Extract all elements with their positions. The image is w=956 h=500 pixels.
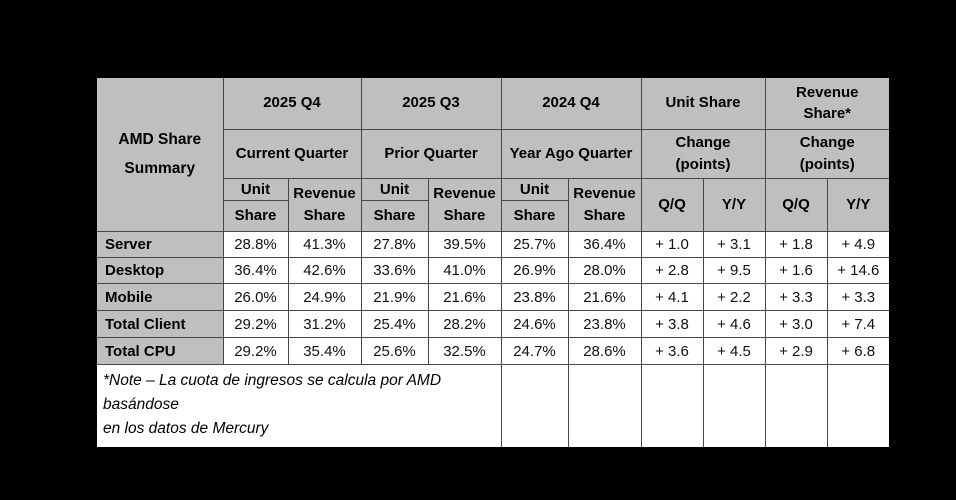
header-unit-current: Unit xyxy=(222,177,289,202)
value-cell: 23.8% xyxy=(500,283,569,312)
value-cell: + 2.8 xyxy=(640,257,704,285)
value-cell: 36.4% xyxy=(222,257,289,285)
value-cell: 31.2% xyxy=(287,310,362,339)
value-cell: 27.8% xyxy=(360,231,429,259)
value-cell: 25.7% xyxy=(500,231,569,259)
header-period-year-ago-quarter: 2024 Q4 xyxy=(500,76,642,130)
header-row-quarter-label: Current Quarter Prior Quarter Year Ago Q… xyxy=(96,128,891,179)
value-cell: + 9.5 xyxy=(702,257,766,285)
value-cell: 42.6% xyxy=(287,257,362,285)
value-cell: 29.2% xyxy=(222,337,289,366)
value-cell: + 14.6 xyxy=(826,257,891,285)
value-cell: 24.6% xyxy=(500,310,569,339)
value-cell: 23.8% xyxy=(567,310,642,339)
row-label-server: Server xyxy=(95,231,224,259)
header-period-current-quarter: 2025 Q4 xyxy=(222,76,362,130)
value-cell: + 4.9 xyxy=(826,231,891,259)
row-label-mobile: Mobile xyxy=(95,283,224,312)
header-revenue-change-qq: Q/Q xyxy=(764,177,828,233)
value-cell: + 1.6 xyxy=(764,257,828,285)
header-label-unit-change-points: Change (points) xyxy=(640,128,766,179)
header-share-current: Share xyxy=(222,200,289,233)
header-revenue-share-year-ago: Revenue Share xyxy=(567,177,642,233)
value-cell: 24.9% xyxy=(287,283,362,312)
empty-cell xyxy=(764,364,828,449)
table-header: AMD Share Summary 2025 Q4 2025 Q3 2024 Q… xyxy=(95,76,891,233)
value-cell: + 3.1 xyxy=(702,231,766,259)
header-unit-change-qq: Q/Q xyxy=(640,177,704,233)
value-cell: 26.9% xyxy=(500,257,569,285)
value-cell: 21.6% xyxy=(427,283,502,312)
header-period-prior-quarter: 2025 Q3 xyxy=(360,76,502,130)
value-cell: 28.6% xyxy=(567,337,642,366)
header-revenue-share-current: Revenue Share xyxy=(287,177,362,233)
value-cell: + 6.8 xyxy=(826,337,891,366)
empty-cell xyxy=(826,364,891,449)
table-row-total-cpu: Total CPU 29.2% 35.4% 25.6% 32.5% 24.7% … xyxy=(95,337,891,366)
value-cell: 35.4% xyxy=(287,337,362,366)
value-cell: + 3.0 xyxy=(764,310,828,339)
table-row-mobile: Mobile 26.0% 24.9% 21.9% 21.6% 23.8% 21.… xyxy=(95,283,891,312)
value-cell: 24.7% xyxy=(500,337,569,366)
value-cell: 36.4% xyxy=(567,231,642,259)
empty-cell xyxy=(567,364,642,449)
header-revenue-change-yy: Y/Y xyxy=(826,177,891,233)
value-cell: 29.2% xyxy=(222,310,289,339)
header-share-year-ago: Share xyxy=(500,200,569,233)
value-cell: 21.6% xyxy=(567,283,642,312)
header-unit-change-yy: Y/Y xyxy=(702,177,766,233)
amd-share-summary-table: AMD Share Summary 2025 Q4 2025 Q3 2024 Q… xyxy=(95,76,891,450)
value-cell: + 3.8 xyxy=(640,310,704,339)
header-group-unit-share-change: Unit Share xyxy=(640,76,766,130)
table-row-total-client: Total Client 29.2% 31.2% 25.4% 28.2% 24.… xyxy=(95,310,891,339)
header-unit-prior: Unit xyxy=(360,177,429,202)
empty-cell xyxy=(640,364,704,449)
value-cell: 28.2% xyxy=(427,310,502,339)
value-cell: 39.5% xyxy=(427,231,502,259)
value-cell: 32.5% xyxy=(427,337,502,366)
value-cell: 21.9% xyxy=(360,283,429,312)
table-body: Server 28.8% 41.3% 27.8% 39.5% 25.7% 36.… xyxy=(95,231,891,449)
footnote: *Note – La cuota de ingresos se calcula … xyxy=(95,364,502,449)
value-cell: + 3.3 xyxy=(826,283,891,312)
table-row-server: Server 28.8% 41.3% 27.8% 39.5% 25.7% 36.… xyxy=(95,231,891,259)
header-share-prior: Share xyxy=(360,200,429,233)
row-label-total-cpu: Total CPU xyxy=(95,337,224,366)
value-cell: 33.6% xyxy=(360,257,429,285)
value-cell: + 1.0 xyxy=(640,231,704,259)
value-cell: + 4.6 xyxy=(702,310,766,339)
row-label-total-client: Total Client xyxy=(95,310,224,339)
value-cell: 28.8% xyxy=(222,231,289,259)
value-cell: + 7.4 xyxy=(826,310,891,339)
empty-cell xyxy=(702,364,766,449)
header-row-period: AMD Share Summary 2025 Q4 2025 Q3 2024 Q… xyxy=(95,76,891,233)
table-title: AMD Share Summary xyxy=(95,76,224,233)
header-row-measures-bottom: Share Share Share xyxy=(96,200,890,233)
value-cell: + 4.1 xyxy=(640,283,704,312)
header-revenue-share-prior: Revenue Share xyxy=(427,177,502,233)
value-cell: + 2.2 xyxy=(702,283,766,312)
header-label-year-ago-quarter: Year Ago Quarter xyxy=(500,128,642,179)
row-label-desktop: Desktop xyxy=(95,257,224,285)
value-cell: + 4.5 xyxy=(702,337,766,366)
value-cell: + 2.9 xyxy=(764,337,828,366)
value-cell: 25.6% xyxy=(360,337,429,366)
header-label-prior-quarter: Prior Quarter xyxy=(360,128,502,179)
value-cell: 41.0% xyxy=(427,257,502,285)
header-label-revenue-change-points: Change (points) xyxy=(764,128,891,179)
header-group-revenue-share-change: Revenue Share* xyxy=(764,76,891,130)
table-row-note: *Note – La cuota de ingresos se calcula … xyxy=(95,364,891,449)
value-cell: 25.4% xyxy=(360,310,429,339)
value-cell: + 3.3 xyxy=(764,283,828,312)
empty-cell xyxy=(500,364,569,449)
value-cell: + 1.8 xyxy=(764,231,828,259)
value-cell: 41.3% xyxy=(287,231,362,259)
value-cell: + 3.6 xyxy=(640,337,704,366)
header-label-current-quarter: Current Quarter xyxy=(222,128,362,179)
value-cell: 26.0% xyxy=(222,283,289,312)
table-row-desktop: Desktop 36.4% 42.6% 33.6% 41.0% 26.9% 28… xyxy=(95,257,891,285)
value-cell: 28.0% xyxy=(567,257,642,285)
header-unit-year-ago: Unit xyxy=(500,177,569,202)
